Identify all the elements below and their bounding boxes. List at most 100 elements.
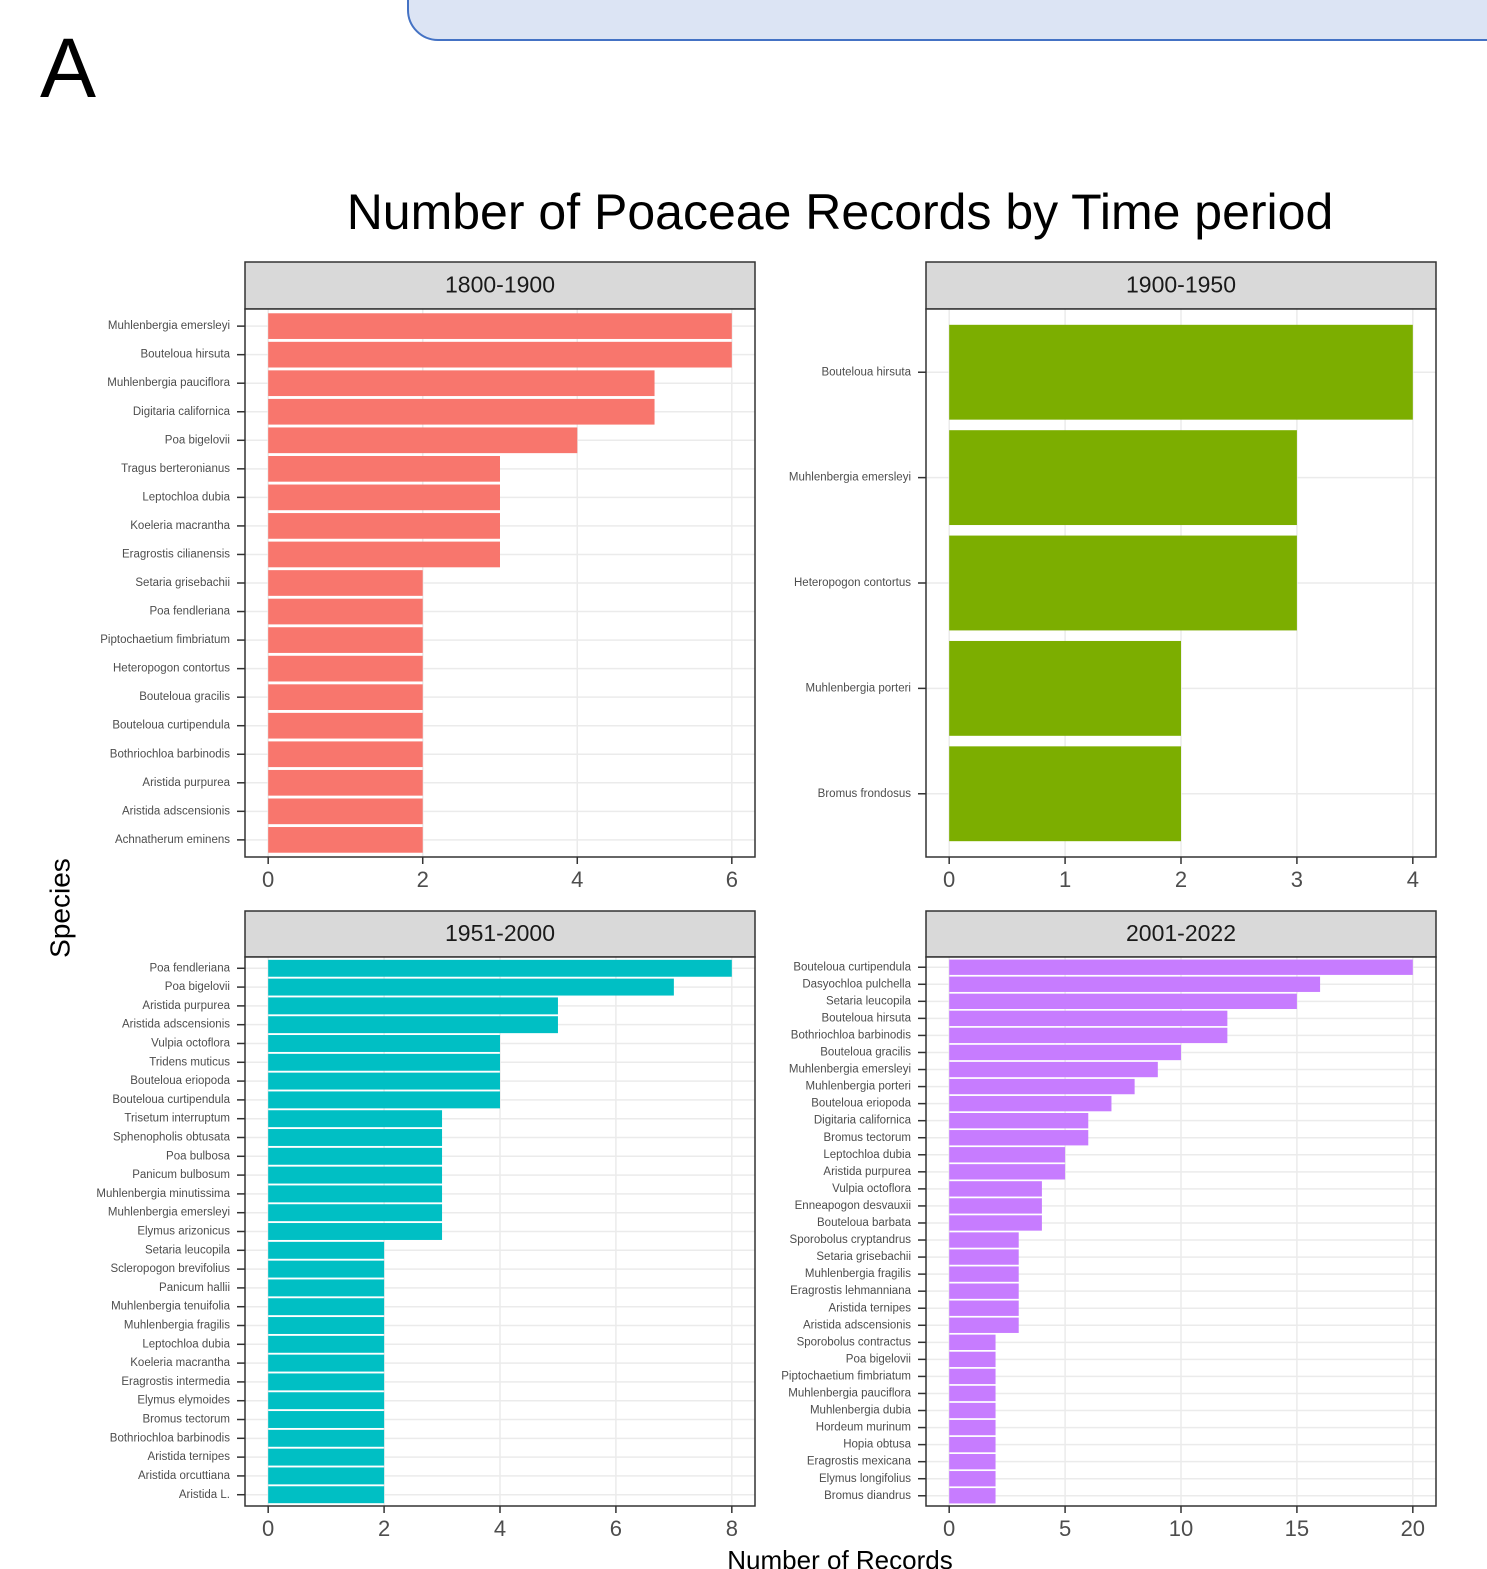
y-tick-label: Aristida adscensionis [803,1319,911,1331]
x-tick-label: 2 [378,1516,390,1541]
bar [268,1335,385,1353]
x-tick-label: 4 [571,867,583,892]
x-tick-label: 20 [1401,1516,1425,1541]
strip [244,261,756,310]
bar [268,1429,385,1447]
y-tick-label: Eragrostis intermedia [121,1376,230,1388]
bar [949,1164,1066,1180]
x-tick-label: 0 [943,1516,955,1541]
y-tick-label: Muhlenbergia pauciflora [788,1388,911,1400]
strip-title: 1800-1900 [445,272,555,298]
x-tick-label: 0 [943,867,955,892]
bar [268,1317,385,1334]
y-tick-label: Bothriochloa barbinodis [110,748,230,760]
y-tick-label: Dasyochloa pulchella [802,978,911,990]
bar [949,1317,1019,1333]
bar [268,978,674,996]
y-tick-label: Bouteloua curtipendula [793,961,911,973]
y-tick-label: Muhlenbergia porteri [806,1081,911,1093]
y-tick-label: Tridens muticus [149,1056,230,1068]
y-tick-label: Poa bigelovii [165,981,230,993]
y-tick-label: Eragrostis mexicana [807,1456,912,1468]
y-tick-label: Setaria leucopila [826,995,912,1007]
y-tick-label: Enneapogon desvauxii [795,1200,911,1212]
bar [268,541,500,568]
bar [268,484,500,511]
bar [268,598,423,625]
bar [949,976,1321,992]
bar [268,1053,500,1071]
bar [268,1110,443,1128]
bar [949,1010,1228,1027]
bar [268,827,423,853]
bar [268,1448,385,1466]
bar [268,1185,443,1203]
y-tick-label: Muhlenbergia porteri [806,682,911,694]
bar [949,1130,1089,1146]
bar [268,997,558,1015]
x-tick-label: 10 [1169,1516,1193,1541]
y-tick-label: Hordeum murinum [816,1422,911,1434]
bar [949,1300,1019,1316]
y-tick-label: Muhlenbergia emersleyi [108,320,230,332]
y-tick-label: Sporobolus contractus [797,1336,912,1348]
x-tick-label: 3 [1291,867,1303,892]
bar [268,513,500,539]
strip-title: 1900-1950 [1126,272,1236,298]
y-tick-label: Aristida purpurea [142,1000,230,1012]
x-tick-label: 6 [610,1516,622,1541]
y-tick-label: Muhlenbergia fragilis [124,1320,230,1332]
bar [268,684,423,711]
y-tick-label: Aristida purpurea [142,777,230,789]
y-tick-label: Bromus tectorum [823,1132,911,1144]
x-tick-label: 15 [1285,1516,1309,1541]
y-tick-label: Bouteloua gracilis [820,1047,911,1059]
y-tick-label: Panicum bulbosum [132,1169,230,1181]
bar [268,1467,385,1485]
y-tick-label: Muhlenbergia emersleyi [108,1207,230,1219]
y-tick-label: Muhlenbergia emersleyi [789,472,911,484]
bar [949,1232,1019,1248]
y-tick-label: Muhlenbergia pauciflora [107,377,230,389]
y-tick-label: Aristida ternipes [148,1451,231,1463]
y-tick-label: Muhlenbergia fragilis [805,1268,911,1280]
bar [949,1147,1066,1163]
bar [949,1453,996,1470]
bar [949,1027,1228,1044]
bar [268,1354,385,1372]
y-tick-label: Bouteloua gracilis [139,691,230,703]
y-tick-label: Setaria leucopila [145,1244,231,1256]
bar [268,1373,385,1391]
bar [949,1215,1042,1231]
bar [268,959,732,977]
y-tick-label: Bouteloua hirsuta [140,349,230,361]
y-tick-label: Bothriochloa barbinodis [791,1029,911,1041]
bar [949,430,1297,526]
y-tick-label: Poa fendleriana [149,606,230,618]
x-tick-label: 8 [726,1516,738,1541]
bar [949,1181,1042,1197]
y-tick-label: Tragus berteronianus [121,463,230,475]
y-tick-label: Eragrostis lehmanniana [790,1285,911,1297]
x-tick-label: 2 [1175,867,1187,892]
bar [268,769,423,796]
strip [925,910,1437,958]
y-tick-label: Poa bulbosa [166,1150,231,1162]
x-tick-label: 0 [262,867,274,892]
strip [925,261,1437,310]
y-tick-label: Leptochloa dubia [142,1338,230,1350]
y-tick-label: Trisetum interruptum [124,1113,230,1125]
bar [268,398,655,425]
bar [949,959,1413,975]
y-tick-label: Bouteloua barbata [817,1217,912,1229]
bar [949,1198,1042,1214]
y-tick-label: Vulpia octoflora [151,1038,230,1050]
bar [949,1095,1112,1112]
y-tick-label: Poa fendleriana [149,962,230,974]
y-tick-label: Elymus elymoides [137,1395,230,1407]
bar [268,1166,443,1184]
y-tick-label: Hopia obtusa [843,1439,911,1451]
strip-title: 2001-2022 [1126,920,1236,946]
bar [268,798,423,825]
bar [949,1266,1019,1282]
